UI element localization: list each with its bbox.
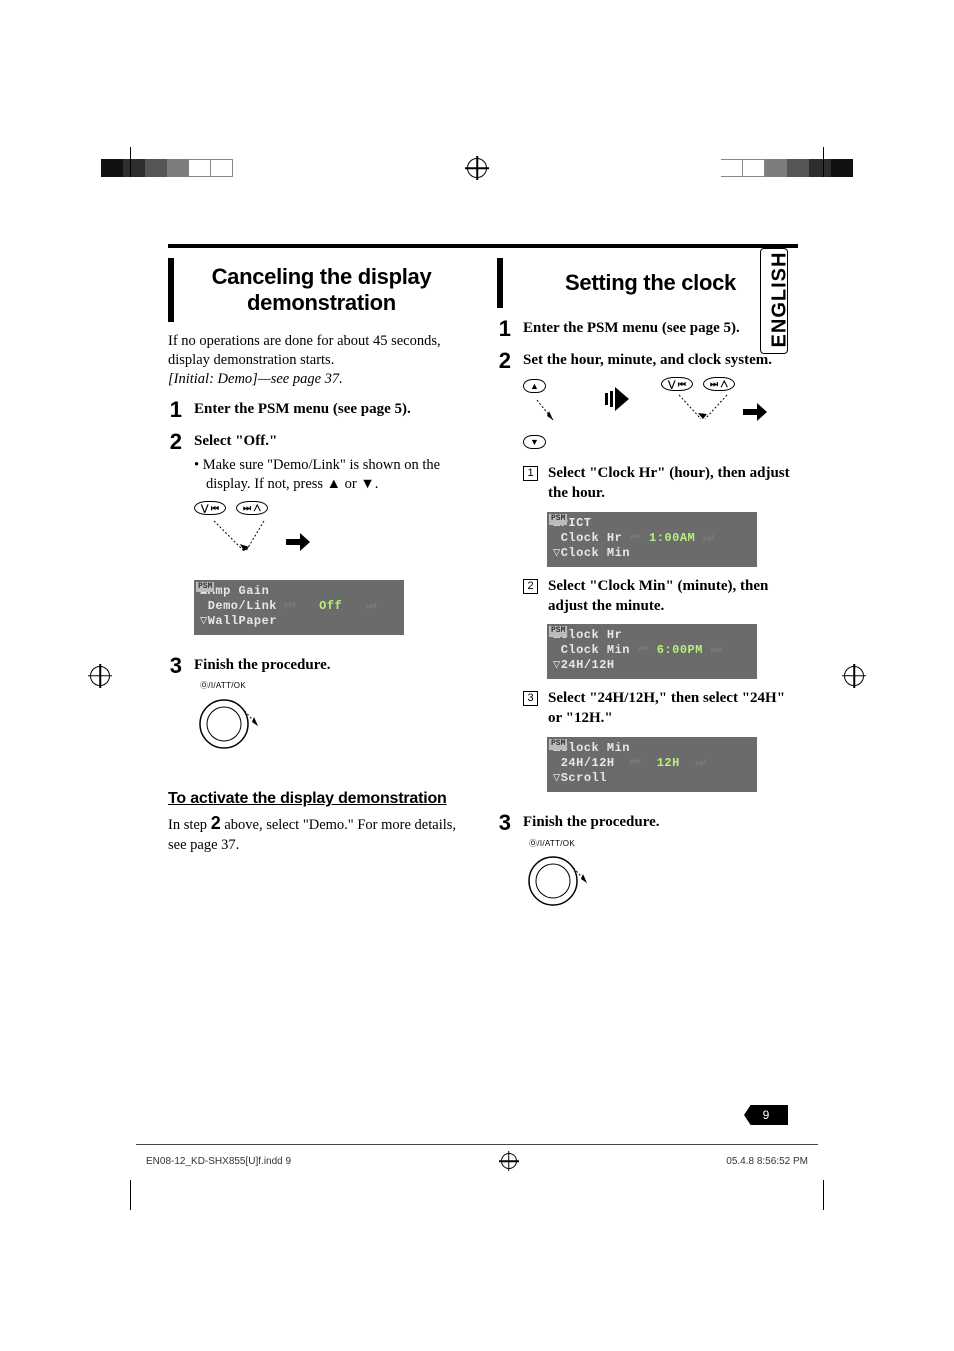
up-button[interactable]: ▲ (523, 379, 546, 393)
step-number: 1 (168, 399, 182, 421)
subtext-activate: In step 2 above, select "Demo." For more… (168, 812, 469, 855)
lcd-value: Off (319, 599, 342, 613)
lcd-clock-min: PSM ▲Clock Hr Clock Min ⏮ 6:00PM ⏭ ▽24H/… (547, 624, 757, 679)
step-2-title: Select "Off." (194, 433, 277, 449)
left-column: Canceling the display demonstration If n… (168, 258, 469, 938)
lcd-line-down: ▽24H/12H (553, 658, 751, 673)
substep-number: 1 (523, 466, 538, 481)
lcd-line-down: ▽WallPaper (200, 614, 398, 629)
step-2-bullet: • Make sure "Demo/Link" is shown on the … (194, 456, 469, 495)
next-button[interactable]: ⏭ ⋀ (236, 501, 268, 515)
substep-1-text: Select "Clock Hr" (hour), then adjust th… (548, 465, 790, 501)
lcd-line-up: ▲Clock Min (553, 741, 751, 756)
next-button[interactable]: ⏭ ⋀ (703, 377, 735, 391)
step-1-text: Enter the PSM menu (see page 5). (194, 401, 411, 417)
lcd-line-mid: 24H/12H (553, 756, 615, 770)
inline-step-number: 2 (211, 813, 221, 833)
knob-label: Ⓞ/I/ATT/OK (529, 839, 798, 850)
step-number: 1 (497, 318, 511, 340)
lcd-value: 1:00AM (649, 531, 695, 545)
down-button[interactable]: ▼ (523, 435, 546, 449)
step-1: 1 Enter the PSM menu (see page 5). (497, 318, 798, 340)
heading-text: Canceling the display demonstration (174, 258, 469, 322)
substep-2-text: Select "Clock Min" (minute), then adjust… (548, 578, 768, 614)
substep-number: 2 (523, 579, 538, 594)
intro-text: If no operations are done for about 45 s… (168, 332, 469, 389)
subheading-activate: To activate the display demonstration (168, 790, 469, 808)
language-tab: ENGLISH (760, 248, 788, 354)
knob-diagram: Ⓞ/I/ATT/OK (523, 839, 798, 916)
lcd-tag: PSM (549, 626, 567, 637)
step-3-text: Finish the procedure. (194, 657, 331, 673)
step-number: 3 (168, 655, 182, 771)
heading-cancel-demo: Canceling the display demonstration (168, 258, 469, 322)
step-3-text: Finish the procedure. (523, 814, 660, 830)
step-2: 2 Set the hour, minute, and clock system… (497, 350, 798, 802)
knob-label: Ⓞ/I/ATT/OK (200, 681, 469, 692)
lcd-value: 12H (657, 756, 680, 770)
registration-mark-top (467, 158, 487, 178)
color-strip-right (721, 159, 853, 177)
step-2: 2 Select "Off." • Make sure "Demo/Link" … (168, 431, 469, 644)
crop-marks-top (0, 146, 954, 190)
prev-button[interactable]: ⋁ ⏮ (661, 377, 693, 391)
intro-line1: If no operations are done for about 45 s… (168, 333, 441, 368)
page: Canceling the display demonstration If n… (0, 0, 954, 1351)
lcd-line-mid: Clock Hr (553, 531, 622, 545)
lcd-line-up: ▲Clock Hr (553, 628, 751, 643)
lcd-demo-link: PSM ▲Amp Gain Demo/Link ⏮ Off ⏭ ▽WallPap… (194, 580, 404, 635)
step-number: 2 (497, 350, 511, 802)
substep-3-text: Select "24H/12H," then select "24H" or "… (548, 690, 785, 726)
substep-2: 2 Select "Clock Min" (minute), then adju… (523, 577, 798, 617)
substep-1: 1 Select "Clock Hr" (hour), then adjust … (523, 464, 798, 504)
page-number: 9 (744, 1105, 788, 1125)
step-number: 2 (168, 431, 182, 644)
clock-button-diagram: ▲ ▼ (523, 377, 798, 453)
arrow-icon (603, 377, 631, 421)
button-diagram: ⋁ ⏮ ⏭ ⋀ (194, 501, 469, 568)
intro-italic: [Initial: Demo]—see page 37. (168, 371, 343, 387)
step-1: 1 Enter the PSM menu (see page 5). (168, 399, 469, 421)
lcd-line-down: ▽Scroll (553, 771, 751, 786)
right-column: Setting the clock 1 Enter the PSM menu (… (497, 258, 798, 938)
lcd-24h-12h: PSM ▲Clock Min 24H/12H ⏮ 12H ⏭ ▽Scroll (547, 737, 757, 792)
step-2-title: Set the hour, minute, and clock system. (523, 352, 772, 368)
heading-text: Setting the clock (503, 258, 798, 308)
knob-diagram: Ⓞ/I/ATT/OK (194, 681, 469, 758)
lcd-value: 6:00PM (657, 643, 703, 657)
lcd-line-mid: Clock Min (553, 643, 630, 657)
lcd-tag: PSM (549, 739, 567, 750)
language-label: ENGLISH (768, 252, 791, 348)
lcd-clock-hr: PSM ▲PICT Clock Hr ⏮ 1:00AM ⏭ ▽Clock Min (547, 512, 757, 567)
press-arrow-diagram (194, 515, 314, 561)
lcd-tag: PSM (549, 514, 567, 525)
content-area: Canceling the display demonstration If n… (168, 244, 798, 938)
step-1-text: Enter the PSM menu (see page 5). (523, 320, 740, 336)
crop-marks-bottom (0, 1161, 954, 1205)
lcd-line-mid: Demo/Link (200, 599, 277, 613)
top-rule (168, 244, 798, 248)
step-3: 3 Finish the procedure. Ⓞ/I/ATT/OK (168, 655, 469, 771)
substep-number: 3 (523, 691, 538, 706)
footer-rule (136, 1144, 818, 1145)
substep-3: 3 Select "24H/12H," then select "24H" or… (523, 689, 798, 729)
color-strip-left (101, 159, 233, 177)
heading-setting-clock: Setting the clock (497, 258, 798, 308)
lcd-line-up: ▲Amp Gain (200, 584, 398, 599)
registration-mark-right (844, 666, 864, 686)
lcd-line-down: ▽Clock Min (553, 546, 751, 561)
prev-button[interactable]: ⋁ ⏮ (194, 501, 226, 515)
step-number: 3 (497, 812, 511, 928)
lcd-line-up: ▲PICT (553, 516, 751, 531)
lcd-tag: PSM (196, 582, 214, 593)
registration-mark-left (90, 666, 110, 686)
step-3: 3 Finish the procedure. Ⓞ/I/ATT/OK (497, 812, 798, 928)
